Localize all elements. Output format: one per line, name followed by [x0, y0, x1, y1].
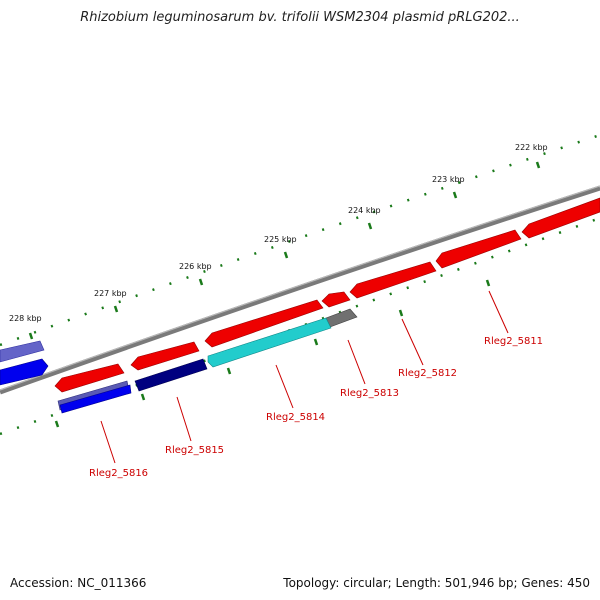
tick-label-225: 225 kbp: [264, 235, 297, 244]
gene-arrow-red[interactable]: [435, 229, 522, 269]
gene-arrow-red[interactable]: [321, 291, 351, 308]
plasmid-backbone: [0, 185, 600, 395]
gene-arrow-red[interactable]: [521, 197, 600, 239]
inner-major-ticks: [54, 279, 491, 428]
tick-label-222: 222 kbp: [515, 143, 548, 152]
feature-arrows: [0, 197, 600, 414]
tick-label-223: 223 kbp: [432, 175, 465, 184]
map-title: Rhizobium leguminosarum bv. trifolii WSM…: [80, 10, 520, 25]
gene-label-rleg2-5814[interactable]: Rleg2_5814: [266, 412, 325, 423]
accession-label: Accession: NC_011366: [10, 576, 147, 590]
topology-summary: Topology: circular; Length: 501,946 bp; …: [283, 576, 590, 590]
gene-arrow-slate[interactable]: [0, 340, 45, 363]
gene-arrow-red[interactable]: [349, 261, 437, 299]
tick-label-226: 226 kbp: [179, 262, 212, 271]
gene-arrow-red[interactable]: [54, 363, 125, 393]
plasmid-backbone-highlight: [0, 185, 600, 391]
gene-label-rleg2-5816[interactable]: Rleg2_5816: [89, 468, 148, 479]
gene-label-rleg2-5812[interactable]: Rleg2_5812: [398, 368, 457, 379]
tick-label-227: 227 kbp: [94, 289, 127, 298]
gene-arrow-red[interactable]: [130, 341, 200, 371]
gene-label-rleg2-5811[interactable]: Rleg2_5811: [484, 336, 543, 347]
tick-label-228: 228 kbp: [9, 314, 42, 323]
tick-label-224: 224 kbp: [348, 206, 381, 215]
gene-arrow-gray[interactable]: [325, 308, 358, 328]
gene-arrow-red[interactable]: [204, 299, 324, 348]
gene-arrow-navy[interactable]: [134, 358, 208, 392]
gene-label-rleg2-5813[interactable]: Rleg2_5813: [340, 388, 399, 399]
gene-arrow-blue[interactable]: [59, 384, 132, 414]
label-leader-lines: [100, 290, 509, 464]
outer-major-ticks: [28, 161, 541, 340]
gene-arrow-cyan[interactable]: [207, 317, 332, 368]
gene-label-rleg2-5815[interactable]: Rleg2_5815: [165, 445, 224, 456]
gene-arrow-blue[interactable]: [0, 358, 49, 386]
